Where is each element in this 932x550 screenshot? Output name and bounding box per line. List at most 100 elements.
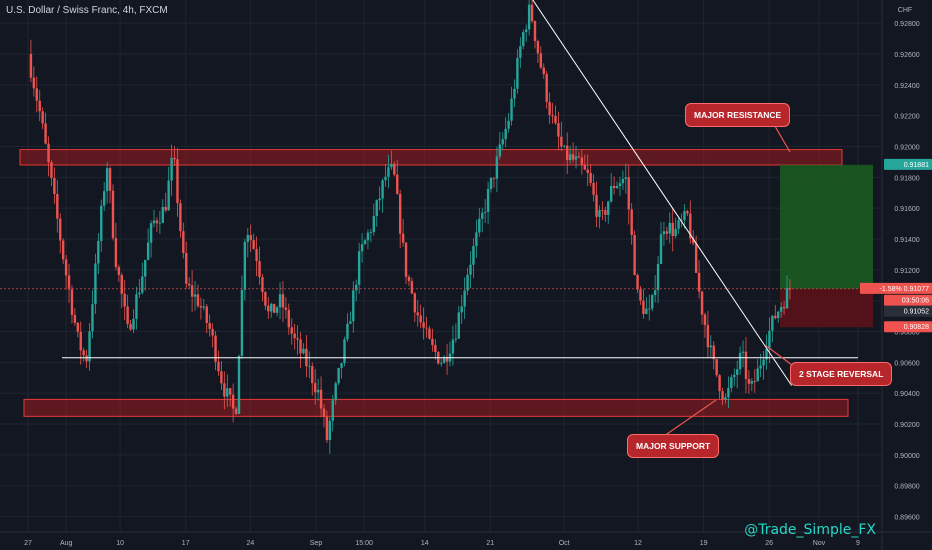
time-axis: 27 Aug 10 17 24 Sep 15:00 14 21 Oct 12 19 26 Nov 9 [24,540,860,547]
candle-body [308,366,311,367]
candle [481,207,484,233]
candle-body [176,159,179,204]
candle [422,307,425,340]
candle [264,290,267,310]
candle [478,208,481,237]
candle [255,236,258,277]
time-tick-label: 12 [634,540,642,547]
candle [692,230,695,246]
candle-body [522,31,525,47]
price-tick-label: 0.89600 [894,515,919,522]
candle-body [738,352,742,370]
candle-body [120,274,123,294]
candle [170,144,173,196]
candle [328,417,332,454]
candle-body [466,274,469,291]
candle-body [56,194,59,219]
candle-body [226,388,229,397]
candle [636,273,639,294]
candle-body [633,234,636,276]
candle [618,176,622,196]
candle [322,404,326,428]
candle-body [299,339,302,354]
candle-body [431,338,434,346]
candle [601,201,604,220]
candle-body [164,206,167,211]
candle [363,238,367,245]
candle-body [492,177,496,179]
time-tick-label: 24 [247,540,255,547]
candle [686,209,689,217]
candle [231,383,235,423]
candle-body [229,388,232,395]
candle-body [328,420,332,441]
candle [574,145,578,169]
candle-body [762,359,765,366]
candle-body [442,356,446,363]
candle-body [170,157,173,181]
candle-body [381,180,384,199]
candle [50,160,53,186]
candle [694,235,698,274]
candle-body [727,388,730,398]
candle [668,212,671,244]
candle [366,229,370,250]
candle-body [668,222,671,234]
candle-body [398,193,402,234]
candle [390,150,393,171]
candle [733,368,736,387]
candle-body [516,58,519,89]
candle [331,394,334,432]
candle [589,164,592,187]
candle [129,320,132,331]
time-tick-label: 17 [182,540,190,547]
candle [91,290,94,339]
candle-body [144,259,147,277]
candle [639,286,642,305]
candle-body [533,21,537,42]
candle-body [355,284,358,291]
resistance-zone [19,149,843,166]
price-tick-label: 0.92000 [894,144,919,151]
candle [325,410,329,443]
candle [492,177,496,188]
candle-body [779,307,783,312]
candle-body [583,165,587,170]
candle-body [179,203,182,232]
candle [431,328,434,352]
price-tick-label: 0.92600 [894,52,919,59]
candle-body [527,4,531,30]
candle-body [413,293,417,313]
candle-body [85,355,88,362]
candle-body [489,177,493,189]
candle [117,264,121,282]
price-label-text: 0.91881 [904,162,929,169]
candle-body [161,206,165,223]
candle-body [296,338,299,340]
candle-body [539,53,543,68]
candle-body [642,300,645,314]
candle [689,200,692,244]
candle [571,142,575,163]
price-label-box [884,158,932,170]
candle-body [53,178,56,195]
candle [700,290,704,325]
candle [164,192,167,213]
candle [563,145,566,149]
time-tick-label: Oct [559,540,570,547]
candle-body [718,375,721,392]
candle-body [393,163,396,175]
callout-2-stage-reversal: 2 STAGE REVERSAL [790,362,893,386]
candle [167,166,170,211]
candle-body [697,272,701,292]
target-zone [780,164,873,289]
candle-body [636,275,639,290]
candle [762,351,765,380]
candle [105,162,109,204]
candle [67,264,71,303]
candle-body [390,163,393,168]
candle-body [574,156,578,160]
candle-body [258,261,261,278]
candle [671,208,674,252]
